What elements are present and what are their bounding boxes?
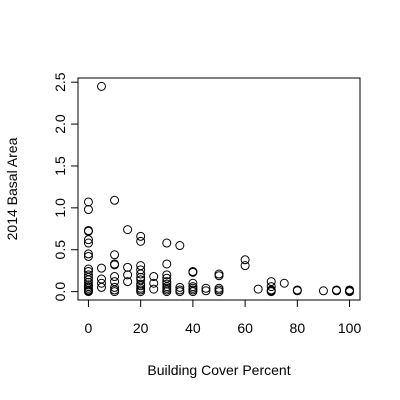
data-point — [123, 262, 133, 272]
data-point — [83, 235, 93, 245]
data-point — [279, 278, 289, 288]
data-point — [240, 261, 250, 271]
data-point — [292, 286, 302, 296]
data-point — [240, 255, 250, 265]
data-point — [332, 286, 341, 296]
data-point — [214, 271, 224, 281]
data-point — [83, 197, 93, 207]
data-point — [83, 238, 93, 248]
x-tick-label: 60 — [237, 320, 253, 336]
data-point — [266, 282, 276, 292]
data-point — [136, 269, 146, 279]
data-point — [123, 270, 133, 280]
data-point — [83, 287, 93, 297]
y-tick-label: 2.0 — [52, 114, 68, 134]
y-tick-label: 1.0 — [52, 198, 68, 218]
data-point — [110, 195, 120, 205]
data-points — [83, 81, 355, 297]
data-point — [188, 267, 198, 277]
data-point — [162, 287, 172, 297]
data-point — [136, 287, 146, 297]
data-point — [188, 287, 198, 297]
plot-frame — [77, 77, 361, 301]
data-point — [175, 287, 185, 297]
data-point — [149, 278, 159, 288]
data-point — [110, 250, 120, 260]
data-point — [201, 283, 211, 293]
x-axis: 0 20 40 60 80 100 — [85, 299, 362, 336]
data-point — [110, 260, 120, 270]
data-point — [97, 282, 106, 292]
data-point — [110, 282, 120, 292]
data-point — [123, 225, 133, 235]
y-tick-label: 2.5 — [52, 72, 68, 92]
data-point — [214, 287, 224, 297]
data-point — [149, 272, 159, 282]
data-point — [110, 287, 120, 297]
data-point — [97, 81, 106, 91]
data-point — [83, 251, 93, 261]
data-point — [83, 205, 93, 215]
data-point — [175, 282, 185, 292]
data-point — [162, 259, 172, 269]
y-axis-title: 2014 Basal Area — [4, 137, 20, 240]
data-point — [345, 287, 355, 297]
x-tick-label: 80 — [290, 320, 306, 336]
data-point — [149, 284, 159, 294]
data-point — [83, 249, 93, 259]
x-tick-label: 0 — [85, 320, 93, 336]
x-tick-label: 40 — [185, 320, 201, 336]
data-point — [162, 238, 172, 248]
y-axis: 0.0 0.5 1.0 1.5 2.0 2.5 — [52, 72, 79, 302]
data-point — [162, 270, 172, 280]
data-point — [201, 286, 211, 296]
data-point — [136, 281, 146, 291]
data-point — [318, 286, 328, 296]
x-axis-title: Building Cover Percent — [147, 362, 290, 378]
data-point — [253, 284, 263, 294]
data-point — [266, 287, 276, 297]
data-point — [136, 231, 146, 241]
y-tick-label: 0.5 — [52, 240, 68, 260]
data-point — [123, 277, 133, 287]
data-point — [97, 278, 106, 288]
data-point — [136, 236, 146, 246]
data-point — [175, 241, 185, 251]
x-tick-label: 20 — [133, 320, 149, 336]
y-tick-label: 0.0 — [52, 282, 68, 302]
data-point — [110, 272, 120, 282]
y-tick-label: 1.5 — [52, 156, 68, 176]
x-tick-label: 100 — [338, 320, 362, 336]
data-point — [97, 263, 106, 273]
